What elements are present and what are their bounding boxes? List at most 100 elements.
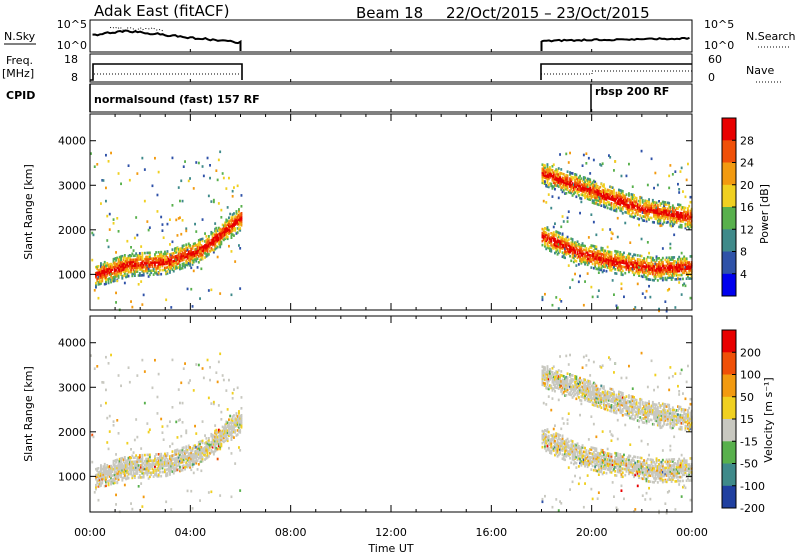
- power-cell: [554, 233, 556, 237]
- velocity-cell: [233, 414, 235, 417]
- power-cell: [682, 261, 684, 265]
- power-cell: [570, 179, 573, 183]
- velocity-cell: [166, 452, 169, 455]
- velocity-cell: [554, 424, 556, 427]
- power-cell: [636, 217, 639, 220]
- power-cell: [231, 227, 234, 230]
- velocity-cell: [175, 469, 178, 472]
- power-cell: [664, 217, 667, 220]
- power-cell: [600, 262, 603, 266]
- power-cell: [682, 212, 684, 215]
- power-cell: [675, 211, 678, 214]
- velocity-cell: [93, 367, 96, 370]
- velocity-cell: [587, 379, 590, 383]
- power-cell: [661, 247, 664, 250]
- velocity-cell: [112, 461, 115, 465]
- power-cell: [656, 273, 659, 276]
- power-cell: [116, 272, 119, 276]
- velocity-cell: [197, 453, 200, 456]
- power-cell: [550, 232, 553, 235]
- power-cell: [685, 178, 688, 182]
- power-cell: [542, 232, 545, 235]
- power-cell: [638, 209, 640, 213]
- power-cell: [594, 247, 597, 250]
- power-cell: [206, 254, 209, 257]
- power-cell: [133, 236, 136, 240]
- power-cell: [235, 216, 238, 219]
- power-cell: [614, 260, 617, 263]
- power-cell: [615, 264, 618, 267]
- power-cell: [542, 173, 545, 177]
- velocity-cell: [234, 462, 237, 465]
- velocity-cell: [579, 461, 581, 465]
- velocity-cell: [166, 474, 169, 477]
- velocity-cell: [592, 446, 595, 450]
- power-cell: [561, 176, 564, 180]
- power-cell: [579, 247, 581, 251]
- power-cell: [542, 234, 545, 237]
- velocity-cell: [561, 380, 564, 384]
- velocity-cell: [186, 465, 189, 469]
- velocity-cell: [559, 379, 561, 383]
- power-cell: [656, 257, 659, 260]
- velocity-cell: [564, 442, 566, 446]
- power-cell: [603, 265, 605, 268]
- velocity-cell: [562, 387, 565, 390]
- velocity-cell: [98, 470, 101, 474]
- power-cell: [592, 189, 595, 193]
- velocity-cell: [141, 358, 144, 362]
- power-cell: [589, 184, 592, 187]
- power-cell: [600, 200, 603, 203]
- power-cell: [572, 183, 575, 186]
- power-cell: [646, 214, 649, 217]
- power-cell: [564, 250, 566, 254]
- power-cell: [665, 213, 668, 216]
- velocity-cell: [566, 380, 569, 383]
- velocity-cell: [235, 414, 238, 417]
- velocity-cell: [194, 456, 196, 459]
- velocity-cell: [154, 465, 156, 468]
- power-cell: [680, 212, 683, 215]
- power-cell: [554, 187, 556, 191]
- velocity-cell: [552, 365, 555, 368]
- velocity-cell: [127, 462, 130, 466]
- velocity-cell: [197, 449, 200, 452]
- power-cell: [683, 267, 686, 271]
- power-cell: [562, 239, 565, 243]
- power-cell: [619, 267, 622, 270]
- power-cell: [571, 254, 574, 257]
- velocity-cell: [132, 468, 135, 472]
- power-cell: [547, 232, 550, 236]
- power-cell: [653, 259, 655, 262]
- nsearch-tick-top: 10^5: [704, 18, 734, 31]
- velocity-cell: [569, 375, 571, 378]
- power-cell: [552, 175, 555, 179]
- power-cell: [663, 272, 666, 276]
- velocity-cell: [580, 449, 583, 453]
- power-cell: [651, 220, 654, 224]
- colorbar-swatch: [722, 162, 736, 186]
- velocity-cell: [115, 471, 117, 474]
- power-cell: [631, 257, 634, 260]
- power-cell: [230, 228, 233, 231]
- power-cell: [584, 192, 586, 196]
- power-cell: [126, 275, 129, 278]
- power-cell: [551, 185, 554, 188]
- velocity-cell: [587, 463, 590, 467]
- power-cell: [669, 224, 672, 227]
- power-cell: [206, 242, 209, 245]
- power-cell: [123, 256, 126, 259]
- power-cell: [611, 192, 614, 195]
- velocity-cell: [569, 446, 571, 450]
- power-cell: [565, 192, 568, 195]
- power-cell: [191, 247, 194, 250]
- velocity-cell: [551, 381, 554, 384]
- power-cell: [555, 230, 558, 233]
- power-cell: [650, 157, 653, 161]
- power-cell: [541, 298, 544, 302]
- velocity-cell: [565, 377, 568, 381]
- power-cell: [596, 186, 599, 189]
- power-cell: [542, 165, 545, 169]
- velocity-cell: [190, 468, 193, 472]
- power-cell: [549, 239, 551, 242]
